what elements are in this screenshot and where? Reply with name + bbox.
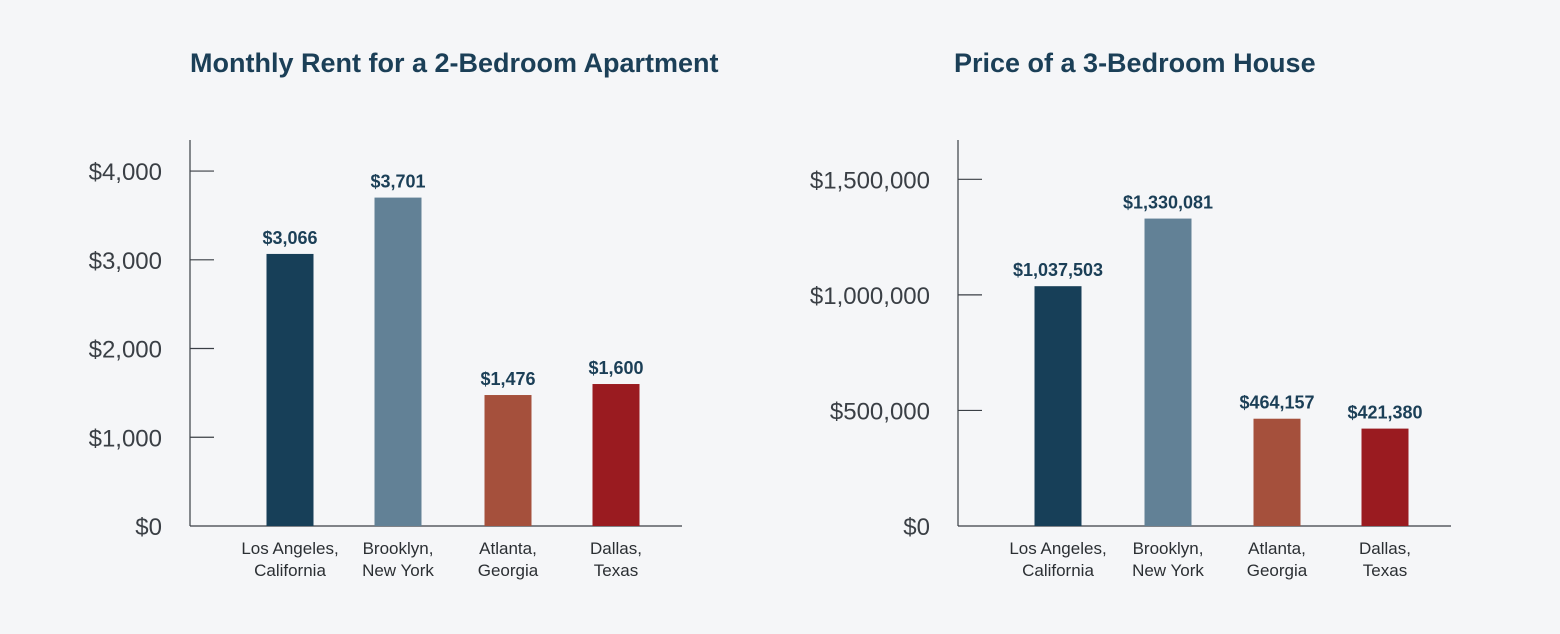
- chart-title: Monthly Rent for a 2-Bedroom Apartment: [190, 48, 719, 78]
- rent-chart: Monthly Rent for a 2-Bedroom Apartment $…: [0, 0, 760, 634]
- x-category-label: Atlanta,: [1248, 539, 1306, 558]
- x-category-label: Texas: [594, 561, 638, 580]
- x-category-label: New York: [1132, 561, 1204, 580]
- bar: [592, 384, 640, 526]
- chart-title: Price of a 3-Bedroom House: [954, 48, 1316, 78]
- x-category-label: Los Angeles,: [241, 539, 338, 558]
- rent-chart-plot: $0 $1,000 $2,000 $3,000 $4,000 $3,066 Los Ange…: [89, 140, 682, 580]
- x-category-label: Georgia: [1247, 561, 1308, 580]
- x-category-label: Georgia: [478, 561, 539, 580]
- y-tick-label: $0: [903, 514, 930, 541]
- x-category-label: Los Angeles,: [1009, 539, 1106, 558]
- x-category-label: Texas: [1363, 561, 1407, 580]
- bar-value-label: $3,066: [262, 228, 317, 248]
- x-category-label: Atlanta,: [479, 539, 537, 558]
- bar-value-label: $1,330,081: [1123, 193, 1213, 213]
- x-category-label: Brooklyn,: [1133, 539, 1204, 558]
- bar: [1253, 418, 1301, 526]
- x-category-label: Dallas,: [590, 539, 642, 558]
- bar: [374, 197, 422, 527]
- x-category-label: Dallas,: [1359, 539, 1411, 558]
- house-price-chart: Price of a 3-Bedroom House $0 $500,000 $1,…: [770, 0, 1560, 634]
- bar-value-label: $1,037,503: [1013, 260, 1103, 280]
- x-category-label: Brooklyn,: [363, 539, 434, 558]
- y-tick-label: $0: [135, 514, 162, 541]
- y-tick-label: $3,000: [89, 248, 162, 275]
- bar-value-label: $464,157: [1239, 393, 1314, 413]
- bar: [484, 395, 532, 526]
- bar: [1144, 218, 1192, 526]
- y-tick-label: $500,000: [830, 398, 930, 425]
- x-category-label: California: [1022, 561, 1094, 580]
- y-tick-label: $1,500,000: [810, 167, 930, 194]
- bar: [1034, 286, 1082, 526]
- bar-value-label: $3,701: [370, 172, 425, 192]
- x-category-label: California: [254, 561, 326, 580]
- bar-value-label: $1,476: [480, 369, 535, 389]
- bar: [1361, 428, 1409, 526]
- house-price-chart-plot: $0 $500,000 $1,000,000 $1,500,000 $1,037,503…: [810, 140, 1451, 580]
- y-tick-label: $4,000: [89, 159, 162, 186]
- y-tick-label: $1,000,000: [810, 283, 930, 310]
- x-category-label: New York: [362, 561, 434, 580]
- bar: [266, 253, 314, 526]
- bar-value-label: $1,600: [588, 358, 643, 378]
- y-tick-label: $2,000: [89, 337, 162, 364]
- y-tick-label: $1,000: [89, 425, 162, 452]
- bar-value-label: $421,380: [1347, 403, 1422, 423]
